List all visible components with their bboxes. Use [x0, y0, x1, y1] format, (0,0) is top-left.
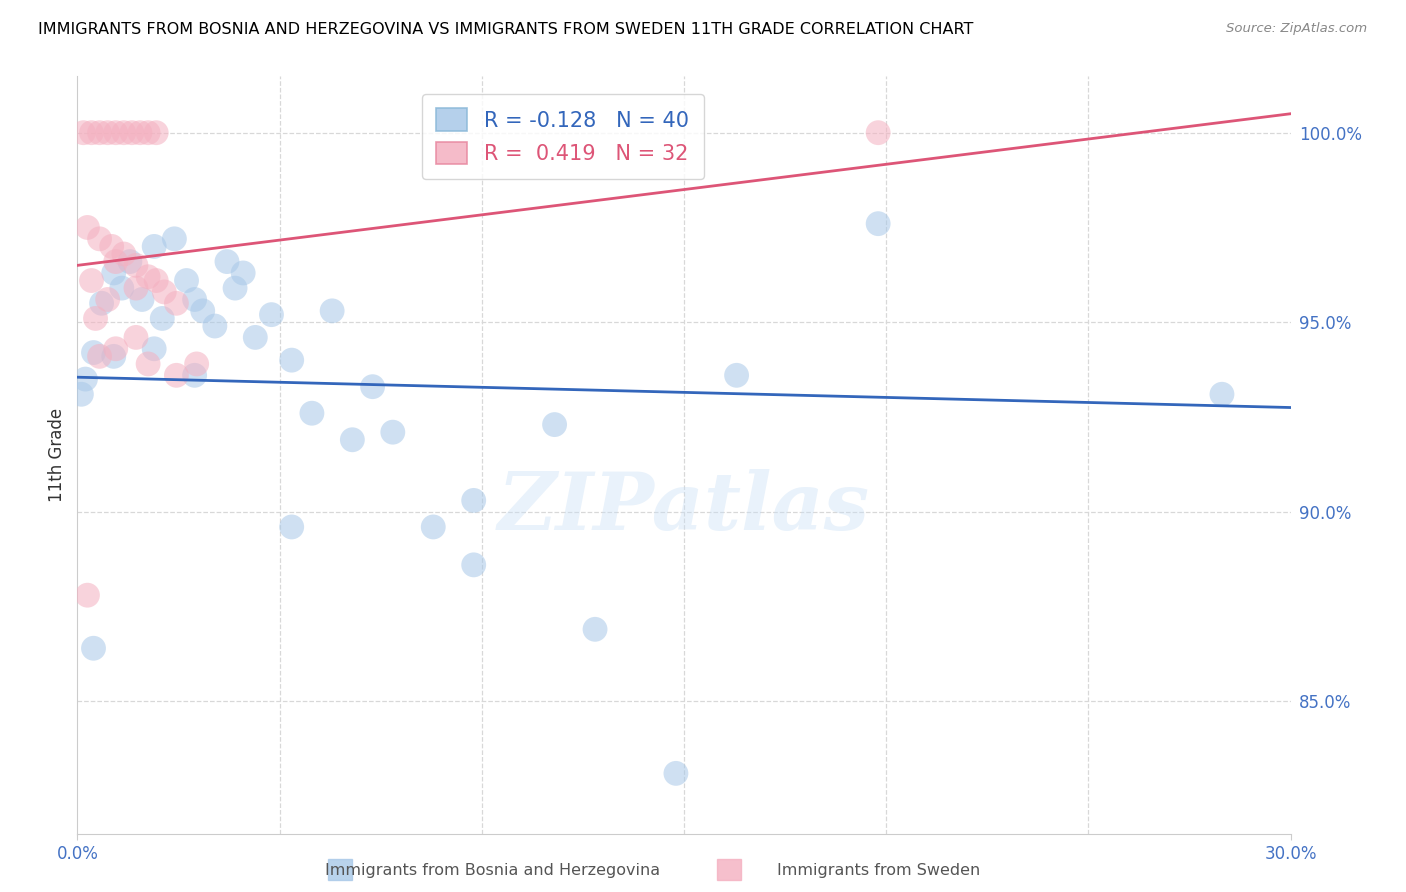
Point: [183, 368, 205, 383]
Point: [150, 311, 173, 326]
Point: [725, 368, 748, 383]
Point: [90, 296, 112, 310]
Text: ZIPatlas: ZIPatlas: [498, 469, 870, 547]
Text: Immigrants from Sweden: Immigrants from Sweden: [778, 863, 980, 878]
Point: [136, 357, 159, 371]
Y-axis label: 11th Grade: 11th Grade: [48, 408, 66, 502]
Legend: R = -0.128   N = 40, R =  0.419   N = 32: R = -0.128 N = 40, R = 0.419 N = 32: [422, 94, 704, 178]
Point: [191, 304, 214, 318]
Point: [463, 493, 485, 508]
Point: [112, 247, 135, 261]
Point: [301, 406, 323, 420]
Point: [72, 126, 94, 140]
Point: [125, 281, 148, 295]
Point: [97, 126, 120, 140]
Point: [136, 269, 159, 284]
Point: [145, 126, 167, 140]
Point: [215, 254, 238, 268]
Point: [112, 126, 135, 140]
Point: [232, 266, 254, 280]
Point: [125, 330, 148, 344]
Point: [260, 308, 283, 322]
Point: [136, 126, 159, 140]
Point: [145, 274, 167, 288]
Point: [163, 232, 186, 246]
Point: [143, 342, 166, 356]
Point: [84, 311, 107, 326]
Point: [224, 281, 246, 295]
Point: [153, 285, 176, 299]
Point: [89, 350, 111, 364]
Point: [80, 126, 103, 140]
Point: [543, 417, 565, 432]
Point: [121, 126, 143, 140]
Point: [245, 330, 267, 344]
Point: [89, 126, 111, 140]
Point: [131, 293, 153, 307]
Point: [76, 588, 98, 602]
Point: [104, 254, 127, 268]
Point: [70, 387, 93, 401]
Point: [100, 239, 122, 253]
Point: [83, 345, 105, 359]
Point: [80, 274, 103, 288]
Point: [118, 254, 141, 268]
Point: [204, 318, 226, 333]
Point: [143, 239, 166, 253]
Text: Source: ZipAtlas.com: Source: ZipAtlas.com: [1226, 22, 1367, 36]
Point: [103, 266, 125, 280]
Point: [111, 281, 134, 295]
Point: [280, 520, 302, 534]
Point: [381, 425, 404, 439]
Point: [422, 520, 444, 534]
Point: [463, 558, 485, 572]
Point: [1211, 387, 1233, 401]
Point: [125, 258, 148, 272]
Point: [665, 766, 688, 780]
Point: [103, 350, 125, 364]
Point: [165, 296, 187, 310]
Text: IMMIGRANTS FROM BOSNIA AND HERZEGOVINA VS IMMIGRANTS FROM SWEDEN 11TH GRADE CORR: IMMIGRANTS FROM BOSNIA AND HERZEGOVINA V…: [38, 22, 973, 37]
Point: [83, 641, 105, 656]
Point: [868, 217, 890, 231]
Point: [104, 342, 127, 356]
Point: [165, 368, 187, 383]
Point: [321, 304, 343, 318]
Point: [129, 126, 152, 140]
Point: [186, 357, 208, 371]
Point: [104, 126, 127, 140]
Point: [97, 293, 120, 307]
Point: [361, 379, 384, 393]
Point: [583, 622, 606, 636]
Point: [176, 274, 198, 288]
Text: Immigrants from Bosnia and Herzegovina: Immigrants from Bosnia and Herzegovina: [325, 863, 659, 878]
Point: [89, 232, 111, 246]
Point: [183, 293, 205, 307]
Point: [280, 353, 302, 368]
Point: [76, 220, 98, 235]
Point: [75, 372, 97, 386]
Point: [342, 433, 364, 447]
Point: [868, 126, 890, 140]
